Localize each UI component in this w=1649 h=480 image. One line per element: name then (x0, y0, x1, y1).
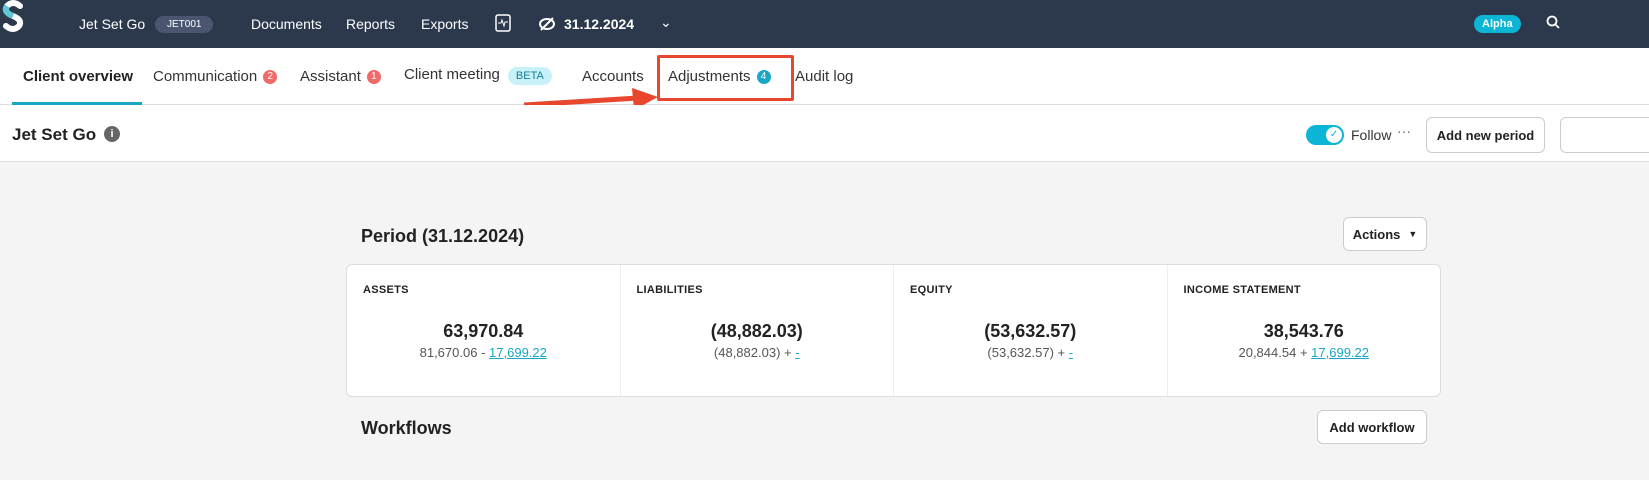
summary-label: ASSETS (363, 284, 409, 296)
client-name[interactable]: Jet Set Go (79, 16, 146, 32)
tab-communication[interactable]: Communication 2 (153, 68, 278, 85)
summary-value: 63,970.84 (443, 321, 524, 341)
chevron-down-icon[interactable]: ⌄ (660, 14, 672, 30)
tab-client-overview[interactable]: Client overview (23, 68, 133, 85)
count-badge: 1 (366, 70, 381, 84)
count-badge: 4 (756, 70, 771, 84)
tab-assistant[interactable]: Assistant 1 (300, 68, 381, 85)
summary-breakdown: 20,844.54 + 17,699.22 (1168, 345, 1441, 360)
nav-documents[interactable]: Documents (251, 16, 322, 32)
follow-label: Follow (1351, 127, 1392, 143)
operator: - (481, 345, 486, 360)
adjustment-link[interactable]: - (1068, 345, 1074, 360)
adjustment-link[interactable]: - (795, 345, 800, 360)
page-title: Jet Set Go (12, 125, 97, 144)
count-badge: 2 (263, 70, 278, 84)
operator: + (784, 345, 792, 360)
nav-exports[interactable]: Exports (421, 16, 469, 32)
tab-label: Audit log (795, 68, 854, 85)
period-summary-card: ASSETS 63,970.84 81,670.06 - 17,699.22 LIA… (346, 264, 1441, 397)
summary-value: 38,543.76 (1263, 321, 1344, 341)
summary-breakdown: 81,670.06 - 17,699.22 (347, 345, 620, 360)
tab-accounts[interactable]: Accounts (582, 68, 644, 85)
period-date[interactable]: 31.12.2024 (564, 16, 635, 32)
tab-label: Assistant (300, 68, 361, 85)
add-new-period-button[interactable]: Add new period (1426, 117, 1545, 153)
summary-breakdown: (48,882.03) + - (621, 345, 894, 360)
summary-equity: EQUITY (53,632.57) (53,632.57) + - (894, 265, 1168, 396)
summary-liabilities: LIABILITIES (48,882.03) (48,882.03) + - (621, 265, 894, 396)
add-workflow-button[interactable]: Add workflow (1317, 410, 1427, 444)
check-icon: ✓ (1326, 127, 1342, 143)
base-value: (48,882.03) (713, 345, 781, 360)
tab-label: Communication (153, 68, 258, 85)
base-value: 20,844.54 (1238, 345, 1297, 360)
summary-label: LIABILITIES (636, 284, 703, 296)
tab-label: Client meeting (404, 66, 500, 83)
base-value: (53,632.57) (987, 345, 1054, 360)
arrow-annotation (523, 88, 658, 110)
base-value: 81,670.06 (419, 345, 478, 360)
tab-client-meeting[interactable]: Client meeting BETA (404, 66, 552, 85)
tab-adjustments[interactable]: Adjustments 4 (668, 68, 771, 85)
tab-bar: Client overview Communication 2 Assistant… (0, 48, 1649, 105)
page-header: Jet Set Go i ✓ Follow ··· Add new period (0, 105, 1649, 162)
tab-audit-log[interactable]: Audit log (795, 68, 853, 85)
summary-assets: ASSETS 63,970.84 81,670.06 - 17,699.22 (347, 265, 621, 396)
search-icon[interactable] (1546, 15, 1560, 29)
summary-label: EQUITY (910, 284, 953, 296)
monitor-icon[interactable] (495, 14, 511, 32)
active-tab-indicator (12, 102, 142, 105)
follow-toggle[interactable]: ✓ (1306, 125, 1344, 145)
summary-breakdown: (53,632.57) + - (894, 345, 1167, 360)
more-icon[interactable]: ··· (1397, 123, 1411, 139)
info-icon[interactable]: i (104, 126, 120, 142)
tab-label: Client overview (23, 68, 134, 85)
client-code-badge: JET001 (155, 16, 214, 33)
nav-reports[interactable]: Reports (346, 16, 396, 32)
summary-income-statement: INCOME STATEMENT 38,543.76 20,844.54 + 17,… (1168, 265, 1441, 396)
eye-off-icon[interactable] (538, 16, 556, 32)
tab-label: Adjustments (668, 68, 751, 85)
workflows-title: Workflows (361, 418, 452, 438)
top-nav: Jet Set Go JET001 Documents Reports Expo… (0, 0, 1649, 48)
actions-dropdown[interactable]: Actions ▼ (1343, 217, 1427, 251)
summary-label: INCOME STATEMENT (1183, 284, 1301, 296)
app-logo[interactable] (0, 0, 26, 32)
env-badge: Alpha (1474, 15, 1521, 33)
period-title: Period (31.12.2024) (361, 226, 525, 246)
header-extra-button[interactable] (1560, 117, 1649, 153)
operator: + (1299, 345, 1308, 360)
operator: + (1057, 345, 1066, 360)
adjustment-link[interactable]: 17,699.22 (489, 345, 547, 360)
caret-down-icon: ▼ (1408, 229, 1418, 239)
summary-value: (53,632.57) (984, 321, 1077, 341)
actions-label: Actions (1352, 226, 1401, 242)
highlight-box (657, 55, 794, 101)
beta-tag: BETA (507, 67, 552, 85)
adjustment-link[interactable]: 17,699.22 (1311, 345, 1370, 360)
tab-label: Accounts (582, 68, 644, 85)
summary-value: (48,882.03) (710, 321, 803, 341)
